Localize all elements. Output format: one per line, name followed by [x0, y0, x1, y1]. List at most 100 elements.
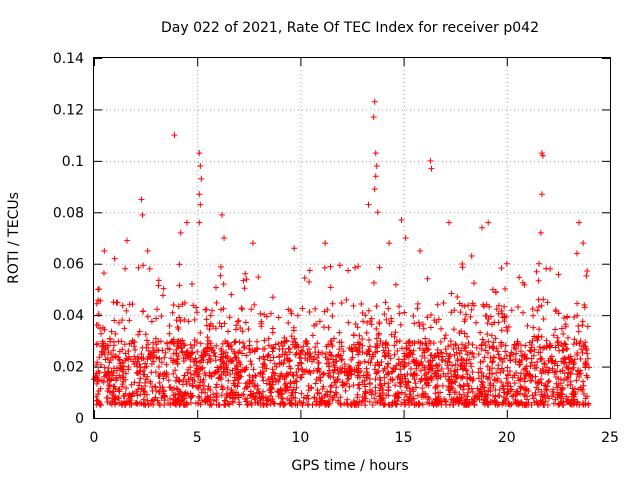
data-point [101, 364, 108, 371]
data-point [211, 370, 218, 377]
data-point [270, 354, 277, 361]
data-point [499, 401, 506, 408]
plot-border [93, 57, 611, 419]
data-point [191, 342, 198, 349]
data-point [363, 365, 370, 372]
data-point [299, 348, 306, 355]
data-point [94, 340, 101, 347]
data-point [228, 342, 235, 349]
data-point [509, 393, 516, 400]
data-point [376, 319, 383, 326]
data-point [554, 362, 561, 369]
data-point [328, 382, 335, 389]
data-point [354, 324, 361, 331]
data-point [513, 388, 520, 395]
data-point [105, 368, 112, 375]
data-point [201, 382, 208, 389]
data-point [313, 398, 320, 405]
data-point [197, 163, 204, 169]
data-point [186, 380, 193, 387]
data-point [452, 389, 459, 396]
data-point [214, 364, 221, 371]
data-point [95, 387, 102, 394]
data-point [371, 395, 378, 402]
data-point [189, 350, 196, 357]
data-point [371, 98, 378, 105]
data-point [485, 387, 492, 394]
data-point [492, 288, 499, 295]
data-point [372, 362, 379, 369]
data-point [527, 363, 534, 370]
data-point [574, 312, 581, 319]
data-point [111, 342, 118, 349]
data-point [332, 389, 339, 396]
data-point [145, 353, 152, 360]
data-point [216, 320, 223, 327]
data-point [243, 398, 250, 405]
data-point [327, 263, 334, 270]
data-point [365, 348, 372, 355]
data-point [433, 362, 440, 369]
data-point [545, 395, 552, 402]
data-point [218, 392, 225, 399]
data-point [420, 347, 427, 354]
data-point [437, 338, 444, 345]
data-point [508, 307, 515, 314]
data-point [309, 332, 316, 339]
data-point [159, 292, 166, 299]
data-point [325, 324, 332, 331]
data-point [573, 340, 580, 347]
data-point [419, 385, 426, 392]
data-point [524, 370, 531, 377]
data-point [570, 364, 577, 371]
data-point [217, 272, 224, 279]
data-point [582, 359, 589, 366]
data-point [502, 285, 509, 292]
data-point [181, 372, 188, 379]
data-point [484, 320, 491, 327]
data-point [538, 150, 545, 157]
data-point [405, 360, 412, 367]
data-point [306, 308, 313, 315]
data-point [479, 391, 486, 398]
data-point [577, 338, 584, 345]
data-point [438, 398, 445, 405]
data-point [535, 380, 542, 387]
data-point [176, 282, 183, 289]
data-point [155, 282, 162, 289]
data-point [224, 340, 231, 347]
data-point [539, 398, 546, 405]
data-point [217, 263, 224, 270]
data-point [377, 338, 384, 345]
data-point [261, 337, 268, 344]
data-point [321, 264, 328, 271]
data-point [567, 378, 574, 385]
data-point [194, 348, 201, 355]
data-point [219, 384, 226, 391]
data-point [400, 363, 407, 370]
data-point [212, 384, 219, 391]
data-point [119, 383, 126, 390]
data-point [135, 386, 142, 393]
data-point [99, 338, 106, 345]
data-point [212, 284, 219, 291]
data-point [364, 372, 371, 379]
data-point [322, 240, 329, 247]
y-tick-label: 0.06 [53, 257, 84, 273]
data-point [473, 344, 480, 351]
data-point [387, 355, 394, 362]
data-point [489, 392, 496, 399]
data-point [338, 357, 345, 364]
data-point [471, 302, 478, 309]
data-point [287, 379, 294, 386]
data-point [405, 339, 412, 346]
data-point [563, 346, 570, 353]
data-point [498, 339, 505, 346]
data-point [144, 247, 151, 254]
data-point [269, 294, 276, 301]
data-point [175, 342, 182, 349]
data-point [497, 369, 504, 376]
data-point [153, 341, 160, 348]
data-point [452, 379, 459, 386]
data-point [260, 388, 267, 395]
